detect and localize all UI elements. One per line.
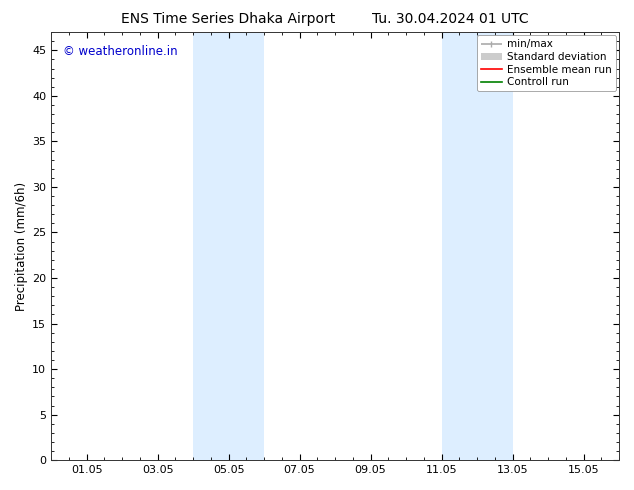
Bar [441,32,512,460]
Legend: min/max, Standard deviation, Ensemble mean run, Controll run: min/max, Standard deviation, Ensemble me… [477,35,616,92]
Text: © weatheronline.in: © weatheronline.in [63,45,177,58]
Text: ENS Time Series Dhaka Airport: ENS Time Series Dhaka Airport [121,12,335,26]
Y-axis label: Precipitation (mm/6h): Precipitation (mm/6h) [15,182,28,311]
Text: Tu. 30.04.2024 01 UTC: Tu. 30.04.2024 01 UTC [372,12,529,26]
Bar [193,32,264,460]
